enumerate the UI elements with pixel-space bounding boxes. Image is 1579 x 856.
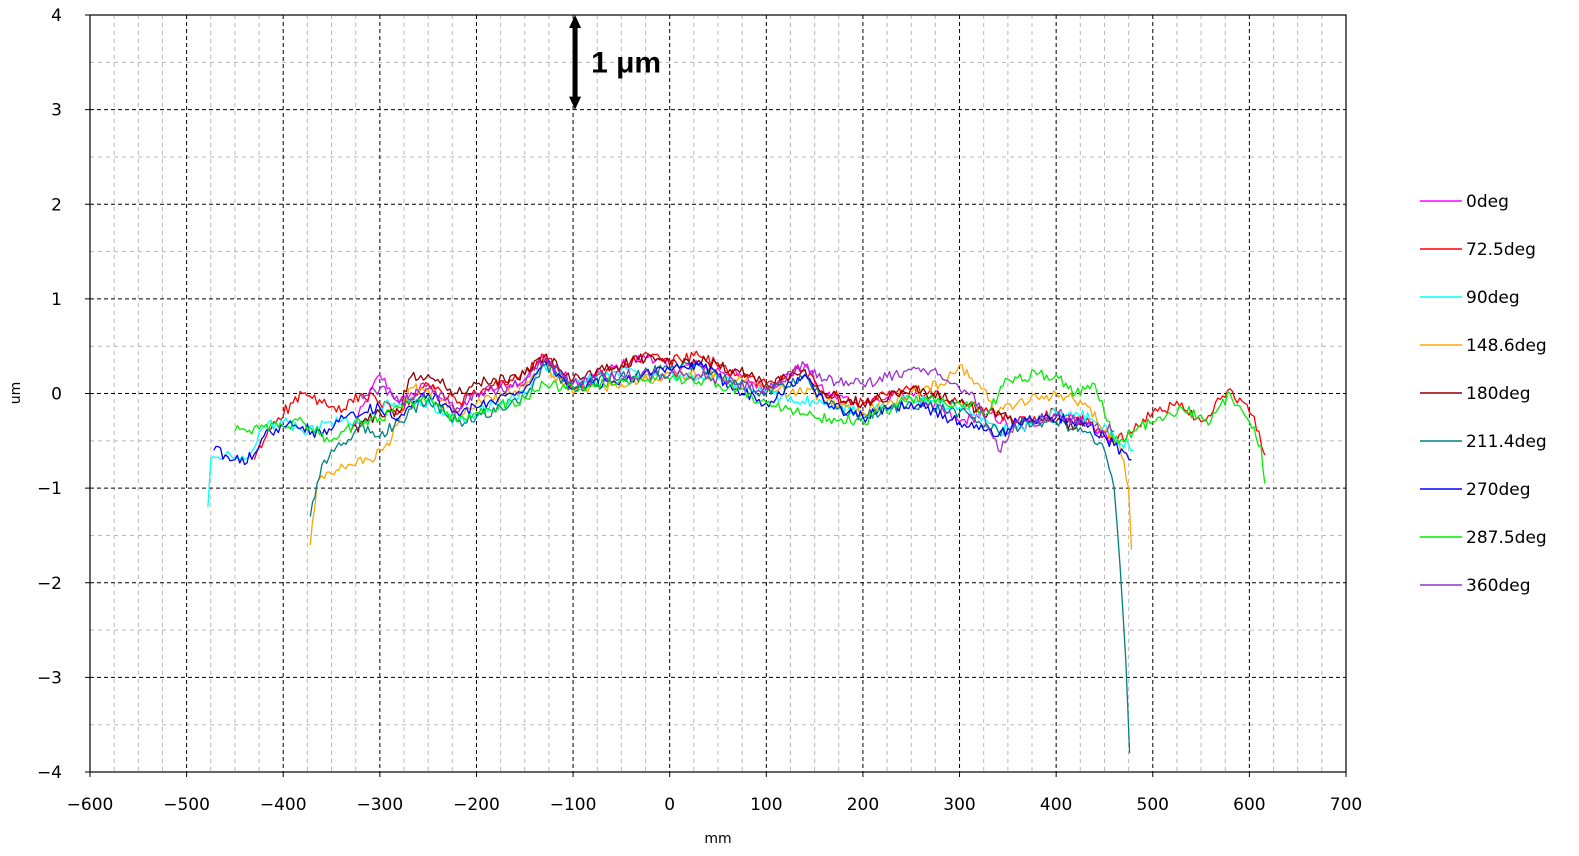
series-line-72.5deg	[253, 350, 1266, 460]
y-tick-label: −4	[37, 763, 62, 783]
annotation-arrow-head-down	[569, 96, 582, 110]
legend-label-0deg: 0deg	[1466, 192, 1509, 212]
series-layer	[207, 350, 1266, 754]
y-axis-label: um	[8, 382, 24, 405]
x-tick-label: 400	[1040, 795, 1072, 815]
y-tick-label: −1	[37, 479, 62, 499]
x-tick-label: −500	[163, 795, 210, 815]
x-tick-label: 0	[664, 795, 675, 815]
x-tick-label: −600	[67, 795, 114, 815]
y-tick-label: 0	[51, 385, 62, 405]
x-tick-label: 700	[1330, 795, 1362, 815]
scale-annotation: 1 μm	[569, 15, 661, 110]
legend-label-270deg: 270deg	[1466, 480, 1531, 500]
y-tick-label: 1	[51, 290, 62, 310]
y-tick-label: −3	[37, 668, 62, 688]
x-axis-ticks: −600 −500 −400 −300 −200 −100 0 100 200 300 400 500…	[67, 772, 1362, 815]
series-line-360deg	[359, 357, 1115, 453]
annotation-arrow-head-up	[569, 15, 582, 28]
x-tick-label: 600	[1233, 795, 1265, 815]
series-line-287.5deg	[234, 369, 1266, 484]
y-tick-label: −2	[37, 574, 62, 594]
x-tick-label: −200	[453, 795, 500, 815]
legend-label-90deg: 90deg	[1466, 288, 1520, 308]
annotation-label: 1 μm	[591, 46, 661, 79]
y-tick-label: 2	[51, 195, 62, 215]
legend-label-180deg: 180deg	[1466, 384, 1531, 404]
grid-major	[90, 15, 1346, 772]
x-tick-label: −400	[260, 795, 307, 815]
x-tick-label: −100	[550, 795, 597, 815]
legend-label-360deg: 360deg	[1466, 576, 1531, 596]
legend: 0deg 72.5deg 90deg 148.6deg 180deg 211.4deg 27…	[1420, 192, 1547, 596]
x-axis-label: mm	[704, 831, 731, 847]
legend-label-211.4deg: 211.4deg	[1466, 432, 1547, 452]
y-tick-label: 3	[51, 101, 62, 121]
x-tick-label: 300	[943, 795, 975, 815]
x-tick-label: −300	[356, 795, 403, 815]
y-tick-label: 4	[51, 6, 62, 26]
series-line-180deg	[350, 353, 1086, 433]
legend-label-72.5deg: 72.5deg	[1466, 240, 1536, 260]
legend-label-287.5deg: 287.5deg	[1466, 528, 1547, 548]
x-tick-label: 100	[750, 795, 782, 815]
x-tick-label: 200	[847, 795, 879, 815]
x-tick-label: 500	[1137, 795, 1169, 815]
legend-label-148.6deg: 148.6deg	[1466, 336, 1547, 356]
y-axis-ticks: 4 3 2 1 0 −1 −2 −3 −4	[37, 6, 90, 783]
